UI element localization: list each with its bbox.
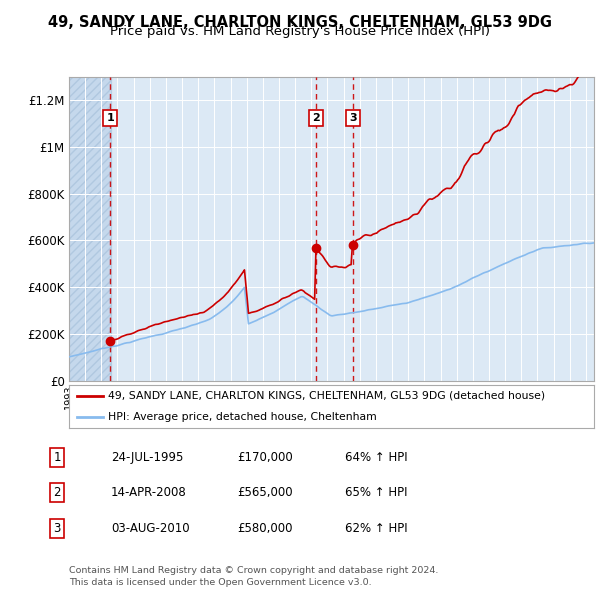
Text: 24-JUL-1995: 24-JUL-1995	[111, 451, 184, 464]
Text: £580,000: £580,000	[237, 522, 293, 535]
Text: 62% ↑ HPI: 62% ↑ HPI	[345, 522, 407, 535]
Text: 3: 3	[53, 522, 61, 535]
Text: 2: 2	[53, 486, 61, 499]
Text: 14-APR-2008: 14-APR-2008	[111, 486, 187, 499]
Text: Price paid vs. HM Land Registry's House Price Index (HPI): Price paid vs. HM Land Registry's House …	[110, 25, 490, 38]
Text: 49, SANDY LANE, CHARLTON KINGS, CHELTENHAM, GL53 9DG: 49, SANDY LANE, CHARLTON KINGS, CHELTENH…	[48, 15, 552, 30]
Text: 2: 2	[312, 113, 320, 123]
Text: 1: 1	[53, 451, 61, 464]
Text: 03-AUG-2010: 03-AUG-2010	[111, 522, 190, 535]
Text: £170,000: £170,000	[237, 451, 293, 464]
Text: HPI: Average price, detached house, Cheltenham: HPI: Average price, detached house, Chel…	[109, 412, 377, 422]
Text: 1: 1	[106, 113, 114, 123]
Text: 3: 3	[349, 113, 357, 123]
Text: 49, SANDY LANE, CHARLTON KINGS, CHELTENHAM, GL53 9DG (detached house): 49, SANDY LANE, CHARLTON KINGS, CHELTENH…	[109, 391, 545, 401]
Text: £565,000: £565,000	[237, 486, 293, 499]
Text: 64% ↑ HPI: 64% ↑ HPI	[345, 451, 407, 464]
Text: Contains HM Land Registry data © Crown copyright and database right 2024.
This d: Contains HM Land Registry data © Crown c…	[69, 566, 439, 587]
Text: 65% ↑ HPI: 65% ↑ HPI	[345, 486, 407, 499]
